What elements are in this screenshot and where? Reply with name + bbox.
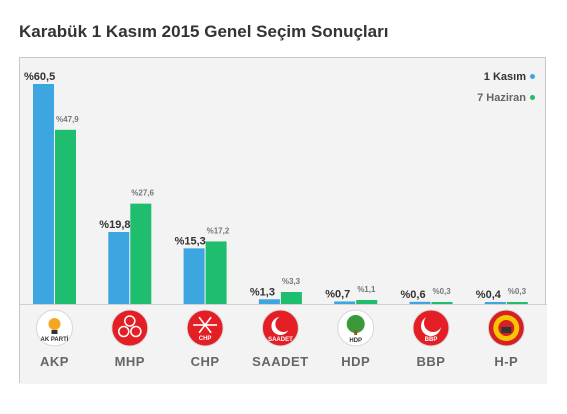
page-title: Karabük 1 Kasım 2015 Genel Seçim Sonuçla…: [19, 22, 389, 41]
svg-text:CHP: CHP: [199, 336, 212, 342]
chart-panel: 1 Kasım 7 Haziran %60,5 %47,9 AK PARTİ AKP%…: [19, 57, 547, 384]
bar-h-p-series-1[interactable]: [484, 302, 506, 304]
bar-akp-series-2[interactable]: [55, 129, 76, 304]
data-label-h-p-series-1: %0,4: [476, 289, 502, 301]
category-label-chp: CHP: [191, 354, 220, 369]
data-label-saadet-series-2: %3,3: [282, 277, 301, 286]
hp-sun-logo-icon: [487, 309, 525, 347]
bar-bbp-series-2[interactable]: [431, 302, 453, 304]
data-label-mhp-series-1: %19,8: [99, 219, 130, 231]
bar-group-h-p: %0,4 %0,3 H-P: [476, 287, 528, 369]
chp-arrows-logo-icon: CHP: [186, 309, 224, 347]
data-label-bbp-series-2: %0,3: [433, 287, 452, 296]
bar-group-bbp: %0,6 %0,3 BBP BBP: [401, 287, 453, 369]
bar-saadet-series-2[interactable]: [280, 292, 302, 304]
bar-group-saadet: %1,3 %3,3 SAADET SAADET: [250, 277, 308, 369]
legend-dot-series-2: [530, 94, 535, 100]
bar-group-mhp: %19,8 %27,6 MHP: [99, 189, 154, 369]
bar-mhp-series-1[interactable]: [108, 232, 130, 304]
svg-text:SAADET: SAADET: [268, 337, 293, 343]
mhp-crescents-logo-icon: [111, 309, 149, 347]
legend-item-series-2[interactable]: 7 Haziran: [477, 91, 535, 112]
legend-label: 1 Kasım: [483, 71, 526, 83]
bar-mhp-series-2[interactable]: [130, 203, 152, 304]
bar-chp-series-2[interactable]: [205, 241, 227, 304]
bar-akp-series-1[interactable]: [33, 84, 54, 304]
legend-dot-series-1: [530, 73, 535, 79]
bar-bbp-series-1[interactable]: [409, 301, 431, 304]
data-label-h-p-series-2: %0,3: [508, 287, 527, 296]
bar-hdp-series-1[interactable]: [334, 301, 356, 304]
bar-group-chp: %15,3%17,2 CHP CHP: [175, 226, 230, 369]
bar-h-p-series-2[interactable]: [506, 302, 528, 304]
svg-text:BBP: BBP: [425, 337, 438, 343]
data-label-bbp-series-1: %0,6: [401, 289, 426, 301]
bar-chp-series-1[interactable]: [183, 248, 205, 304]
data-label-chp-series-1: %15,3: [175, 235, 206, 247]
bar-group-hdp: %0,7 %1,1 HDP HDP: [325, 285, 378, 369]
category-label-mhp: MHP: [115, 354, 145, 369]
data-label-akp-series-1: %60,5: [24, 71, 55, 83]
chart-legend: 1 Kasım 7 Haziran: [477, 70, 535, 112]
svg-text:HDP: HDP: [349, 338, 362, 344]
category-label-h-p: H-P: [494, 354, 518, 369]
bar-hdp-series-2[interactable]: [356, 300, 378, 304]
svg-text:AK PARTİ: AK PARTİ: [41, 336, 69, 343]
legend-label: 7 Haziran: [477, 92, 526, 104]
category-label-saadet: SAADET: [252, 354, 308, 369]
data-label-akp-series-2: %47,9: [56, 115, 79, 124]
akp-bulb-logo-icon: AK PARTİ: [36, 309, 73, 347]
legend-item-series-1[interactable]: 1 Kasım: [477, 70, 535, 91]
data-label-chp-series-2: %17,2: [207, 226, 230, 235]
bbp-crescent-logo-icon: BBP: [412, 309, 450, 347]
bar-saadet-series-1[interactable]: [258, 299, 280, 304]
data-label-saadet-series-1: %1,3: [250, 286, 275, 298]
data-label-hdp-series-1: %0,7: [325, 288, 350, 300]
bar-chart: %60,5 %47,9 AK PARTİ AKP %19,8 %27,6 MHP %15,3%…: [20, 71, 547, 384]
category-label-akp: AKP: [40, 354, 69, 369]
data-label-hdp-series-2: %1,1: [357, 285, 376, 294]
hdp-tree-logo-icon: HDP: [337, 309, 375, 347]
bar-group-akp: %60,5 %47,9 AK PARTİ AKP: [24, 71, 79, 369]
category-label-hdp: HDP: [341, 354, 370, 369]
saadet-crescent-logo-icon: SAADET: [261, 309, 299, 347]
data-label-mhp-series-2: %27,6: [131, 189, 154, 198]
category-label-bbp: BBP: [417, 354, 446, 369]
